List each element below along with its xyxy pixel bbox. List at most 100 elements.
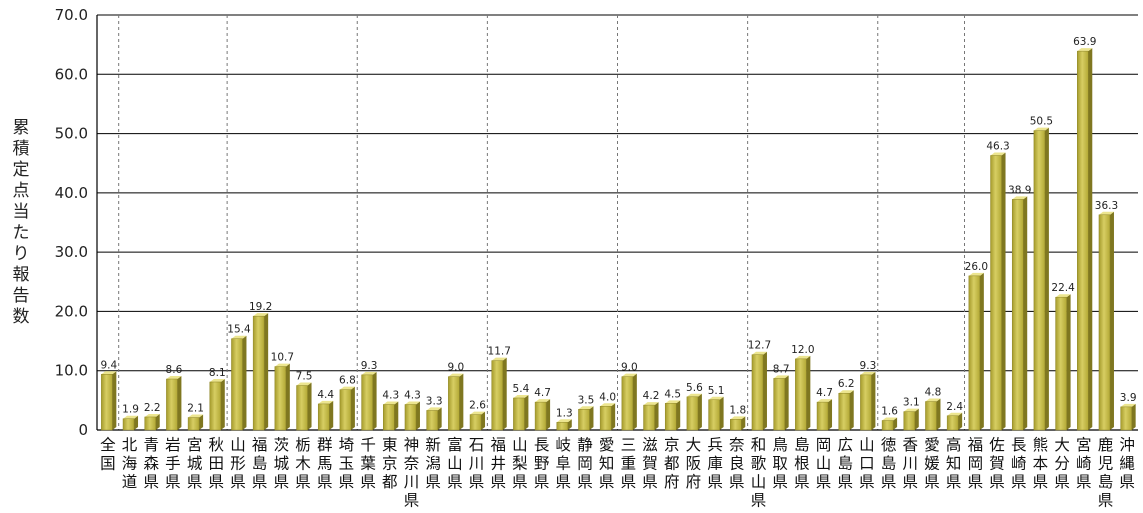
- data-label: 3.9: [1120, 392, 1137, 404]
- x-tick-label: 東京都: [382, 436, 398, 491]
- data-label: 6.2: [838, 378, 855, 390]
- data-label: 1.6: [881, 406, 898, 418]
- bar-top: [773, 375, 789, 379]
- bar: [339, 389, 352, 431]
- bar-top: [383, 401, 399, 405]
- bar-top: [1012, 196, 1028, 200]
- x-tick-label: 茨城県: [274, 436, 290, 491]
- bar: [751, 354, 764, 431]
- bar-side: [1066, 294, 1071, 430]
- data-label: 46.3: [986, 141, 1009, 153]
- bar: [664, 403, 677, 431]
- y-axis-label: 累積定点当たり報告数: [12, 118, 30, 327]
- x-tick-label: 青森県: [143, 436, 159, 491]
- bar-side: [979, 272, 984, 430]
- bar-side: [1088, 48, 1093, 431]
- bar-side: [177, 376, 182, 430]
- data-label: 2.6: [469, 400, 486, 412]
- bar: [231, 338, 243, 431]
- bar-top: [882, 417, 898, 421]
- data-label: 10.7: [271, 352, 294, 364]
- bar-top: [513, 394, 529, 398]
- data-label: 6.8: [339, 375, 356, 387]
- bar-side: [546, 399, 551, 430]
- bar-side: [741, 416, 746, 430]
- bar-side: [220, 378, 225, 430]
- bar-side: [350, 386, 355, 430]
- bar-side: [199, 414, 204, 430]
- x-tick-label: 新潟県: [425, 436, 441, 491]
- bar: [1120, 406, 1132, 431]
- bar-side: [806, 355, 811, 430]
- data-label: 4.5: [664, 388, 681, 400]
- bar-top: [1098, 211, 1114, 215]
- data-label: 3.5: [578, 394, 595, 406]
- x-tick-label: 神奈川県: [404, 436, 420, 510]
- bar: [773, 378, 785, 431]
- data-label: 2.1: [187, 403, 204, 415]
- bar-side: [481, 411, 486, 430]
- data-label: 12.7: [748, 340, 771, 352]
- bar-top: [1033, 127, 1049, 131]
- bar-side: [502, 357, 507, 430]
- x-tick-label: 滋賀県: [642, 436, 658, 491]
- bar-side: [762, 351, 767, 430]
- bar-top: [426, 407, 442, 411]
- bar-side: [307, 382, 312, 430]
- data-label: 19.2: [249, 301, 272, 313]
- bar: [730, 419, 742, 431]
- x-tick-label: 佐賀県: [989, 436, 1005, 491]
- y-tick-label: 50.0: [55, 125, 88, 143]
- y-tick-label: 70.0: [55, 6, 88, 24]
- x-tick-label: 山梨県: [512, 436, 528, 491]
- bar-side: [1001, 152, 1006, 430]
- x-tick-label: 鹿児島県: [1098, 436, 1114, 510]
- bar-top: [491, 357, 507, 361]
- bar: [187, 417, 200, 431]
- bar: [426, 410, 438, 431]
- bar: [816, 401, 829, 431]
- bar: [599, 406, 612, 431]
- bar-top: [578, 406, 594, 410]
- bar-side: [1044, 127, 1049, 430]
- bar-top: [990, 152, 1006, 156]
- data-label: 9.0: [621, 362, 638, 374]
- data-label: 22.4: [1051, 282, 1075, 294]
- data-label: 11.7: [488, 346, 511, 358]
- y-tick-label: 60.0: [55, 65, 88, 83]
- bar: [361, 374, 373, 431]
- bar-top: [686, 393, 702, 397]
- bar-top: [968, 272, 984, 276]
- bar-top: [1077, 48, 1093, 52]
- x-tick-label: 広島県: [837, 436, 853, 491]
- bar: [122, 418, 135, 431]
- data-label: 1.8: [729, 404, 746, 416]
- x-tick-label: 長崎県: [1011, 436, 1027, 491]
- bar: [513, 397, 525, 431]
- bar-top: [296, 382, 312, 386]
- bar-side: [242, 335, 247, 430]
- bar-side: [415, 401, 420, 430]
- x-tick-label: 北海道: [122, 436, 138, 491]
- x-tick-label: 千葉県: [360, 436, 376, 491]
- x-tick-label: 山形県: [230, 436, 246, 491]
- bar-top: [838, 390, 854, 394]
- bar-side: [676, 400, 681, 430]
- bar-top: [730, 416, 746, 420]
- x-tick-label: 長野県: [534, 436, 550, 491]
- x-tick-label: 岐阜県: [556, 436, 572, 491]
- bar-side: [264, 313, 269, 430]
- x-tick-label: 奈良県: [729, 436, 745, 491]
- bar: [534, 401, 547, 431]
- bar: [209, 381, 222, 431]
- bar: [317, 403, 330, 431]
- x-tick-label: 大阪府: [686, 436, 702, 491]
- bar: [990, 155, 1002, 431]
- bar-side: [134, 415, 139, 430]
- bar-top: [795, 355, 811, 359]
- x-tick-label: 山口県: [859, 436, 875, 491]
- bar-top: [947, 412, 963, 416]
- bar-top: [470, 411, 486, 415]
- bar-side: [1023, 196, 1028, 430]
- bar-top: [1055, 294, 1071, 298]
